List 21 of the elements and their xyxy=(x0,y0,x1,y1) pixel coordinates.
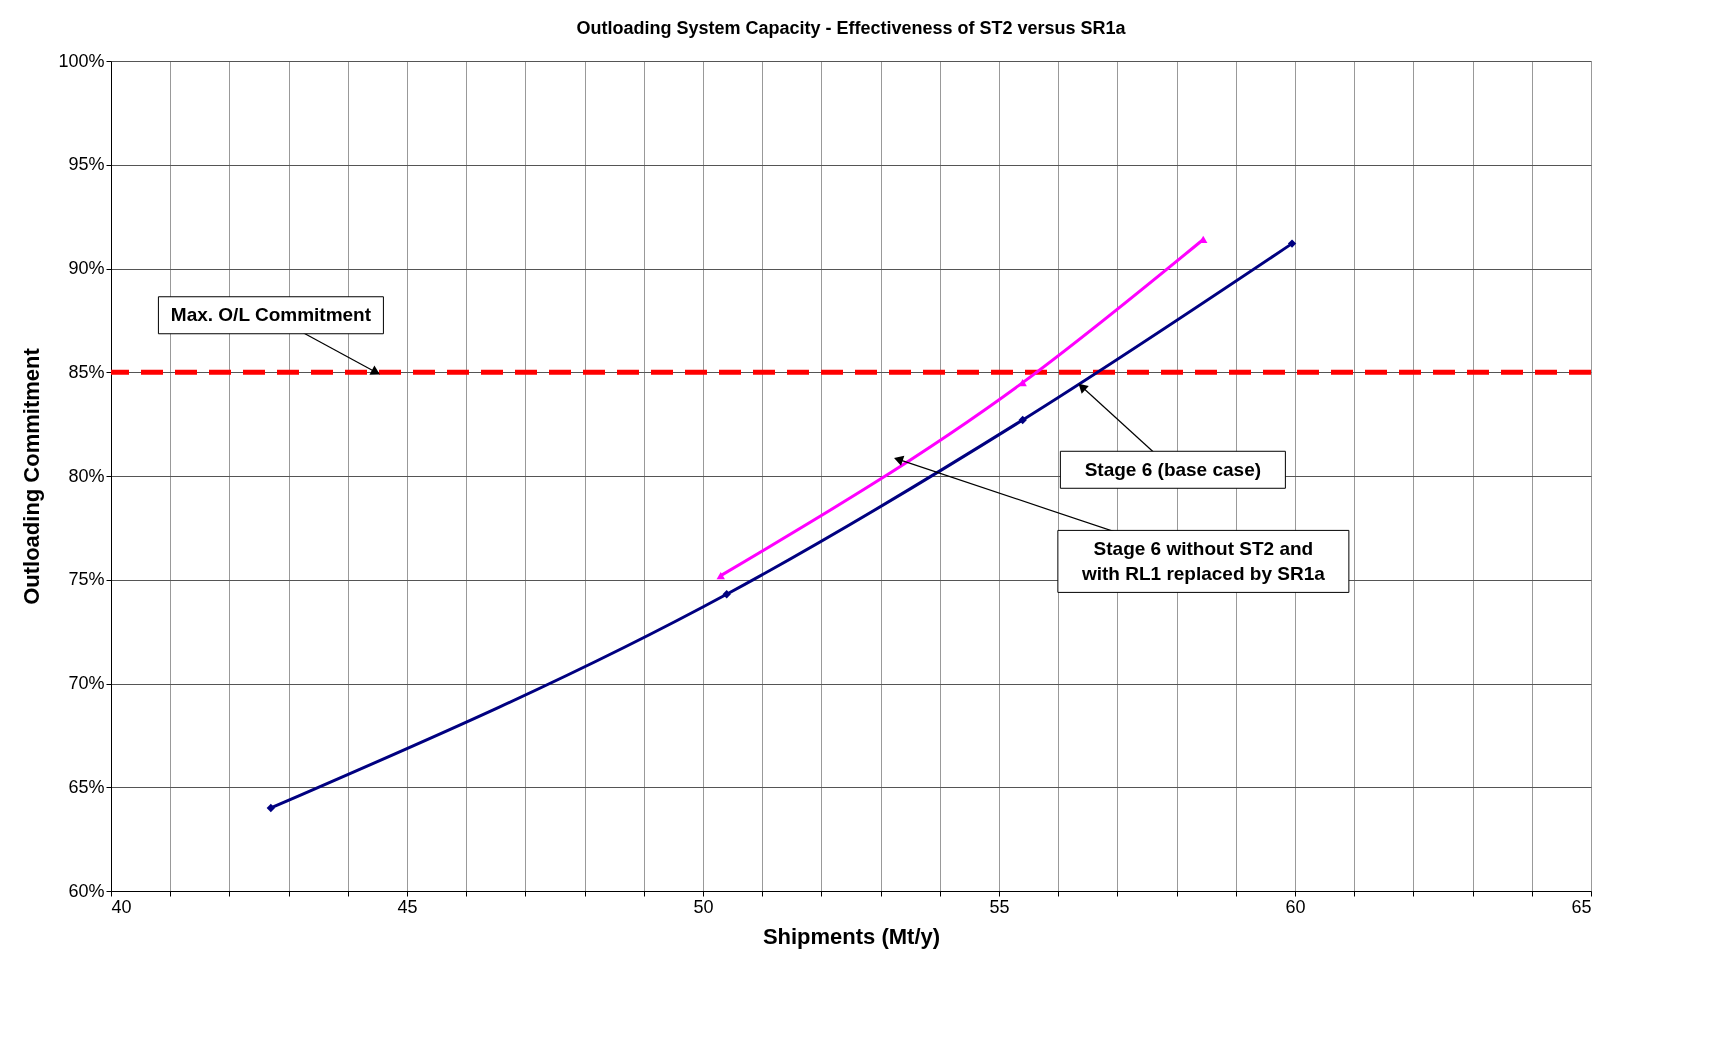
y-tick-label: 85% xyxy=(68,361,105,382)
y-tick-label: 100% xyxy=(58,50,105,71)
y-axis-title: Outloading Commitment xyxy=(19,347,45,605)
x-tick-label: 60 xyxy=(1285,896,1306,917)
x-tick-label: 40 xyxy=(111,896,132,917)
y-tick-label: 65% xyxy=(68,776,105,797)
y-tick-label: 90% xyxy=(68,258,105,278)
x-tick-label: 65 xyxy=(1571,896,1592,917)
x-tick-label: 45 xyxy=(397,896,418,917)
y-tick-label: 70% xyxy=(68,673,105,693)
ref-line-label: Max. O/L Commitment xyxy=(170,304,372,326)
x-tick-label: 50 xyxy=(693,896,714,917)
chart-title: Outloading System Capacity - Effectiveness of ST2 versus SR1a xyxy=(576,18,1127,38)
annotation: Stage 6 (base case) xyxy=(1084,458,1262,480)
annotation: Stage 6 without ST2 and with RL1 replaced by SR1a xyxy=(1080,537,1326,584)
y-tick-label: 75% xyxy=(68,569,105,590)
y-tick-label: 95% xyxy=(68,154,105,175)
x-tick-label: 55 xyxy=(989,896,1010,917)
x-axis-title: Shipments (Mt/y) xyxy=(762,923,941,949)
y-tick-label: 80% xyxy=(68,465,105,486)
y-tick-label: 60% xyxy=(68,880,105,901)
